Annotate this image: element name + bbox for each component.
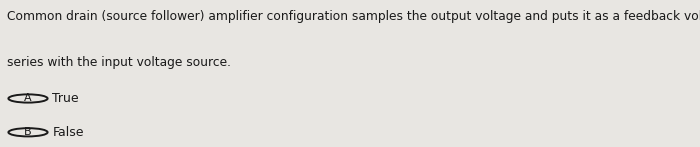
Text: series with the input voltage source.: series with the input voltage source.: [7, 56, 231, 69]
Text: False: False: [52, 126, 84, 139]
Circle shape: [8, 128, 48, 136]
Text: B: B: [25, 127, 32, 137]
Text: A: A: [25, 93, 32, 103]
Text: Common drain (source follower) amplifier configuration samples the output voltag: Common drain (source follower) amplifier…: [7, 10, 700, 23]
Circle shape: [8, 94, 48, 103]
Text: True: True: [52, 92, 79, 105]
